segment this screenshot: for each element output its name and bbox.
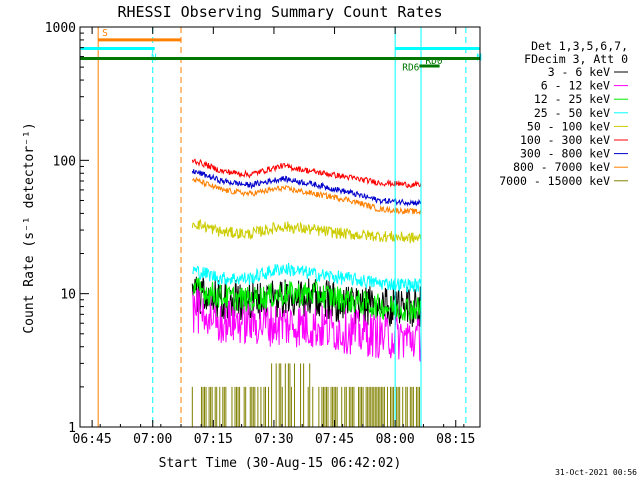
x-tick-label: 07:45 xyxy=(315,432,354,447)
series-100-300-kev xyxy=(191,158,422,189)
legend-label: 7000 - 15000 keV xyxy=(499,174,610,188)
legend-label: 100 - 300 keV xyxy=(520,133,610,147)
legend-label: 25 - 50 keV xyxy=(534,106,610,120)
legend-label: 300 - 800 keV xyxy=(520,147,610,161)
timestamp: 31-Oct-2021 00:56 xyxy=(555,468,637,477)
legend: Det 1,3,5,6,7,FDecim 3, Att 03 - 6 keV6 … xyxy=(499,39,628,188)
series-12-25-kev xyxy=(192,277,422,321)
y-tick-label: 1 xyxy=(68,421,76,436)
x-tick-label: 07:15 xyxy=(194,432,233,447)
x-tick-label: 08:00 xyxy=(376,432,415,447)
series-800-7000-kev xyxy=(191,176,422,216)
event-annotations: SNNRD0RD6 xyxy=(80,27,482,427)
legend-header: FDecim 3, Att 0 xyxy=(524,52,628,66)
series-6-12-kev xyxy=(191,287,422,362)
chart-title: RHESSI Observing Summary Count Rates xyxy=(117,3,442,21)
legend-header: Det 1,3,5,6,7, xyxy=(531,39,628,53)
series-25-50-kev xyxy=(192,262,422,293)
x-tick-label: 08:15 xyxy=(436,432,475,447)
legend-label: 6 - 12 keV xyxy=(541,79,610,93)
axes: 06:45 07:00 07:15 07:30 07:45 08:00 08:15 1 10 10… xyxy=(45,21,476,447)
x-axis-label: Start Time (30-Aug-15 06:42:02) xyxy=(159,456,402,471)
legend-label: 50 - 100 keV xyxy=(527,119,610,133)
series-300-800-kev xyxy=(191,169,422,207)
data-series xyxy=(191,158,422,427)
event-label-rd0: RD0 xyxy=(425,56,442,67)
y-axis-label: Count Rate (s⁻¹ detector⁻¹) xyxy=(22,122,37,333)
plot-frame xyxy=(79,26,481,428)
x-tick-label: 06:45 xyxy=(73,432,112,447)
series-7000-15000-kev xyxy=(191,363,422,427)
legend-label: 3 - 6 keV xyxy=(548,65,610,79)
y-tick-label: 1000 xyxy=(45,21,76,36)
event-label-s: S xyxy=(102,28,108,39)
series-50-100-kev xyxy=(191,218,422,244)
x-tick-label: 07:00 xyxy=(133,432,172,447)
event-label-rd6: RD6 xyxy=(402,63,419,74)
y-tick-label: 100 xyxy=(53,154,76,169)
legend-label: 12 - 25 keV xyxy=(534,92,610,106)
y-tick-label: 10 xyxy=(60,288,76,303)
x-tick-label: 07:30 xyxy=(254,432,293,447)
legend-label: 800 - 7000 keV xyxy=(513,160,610,174)
